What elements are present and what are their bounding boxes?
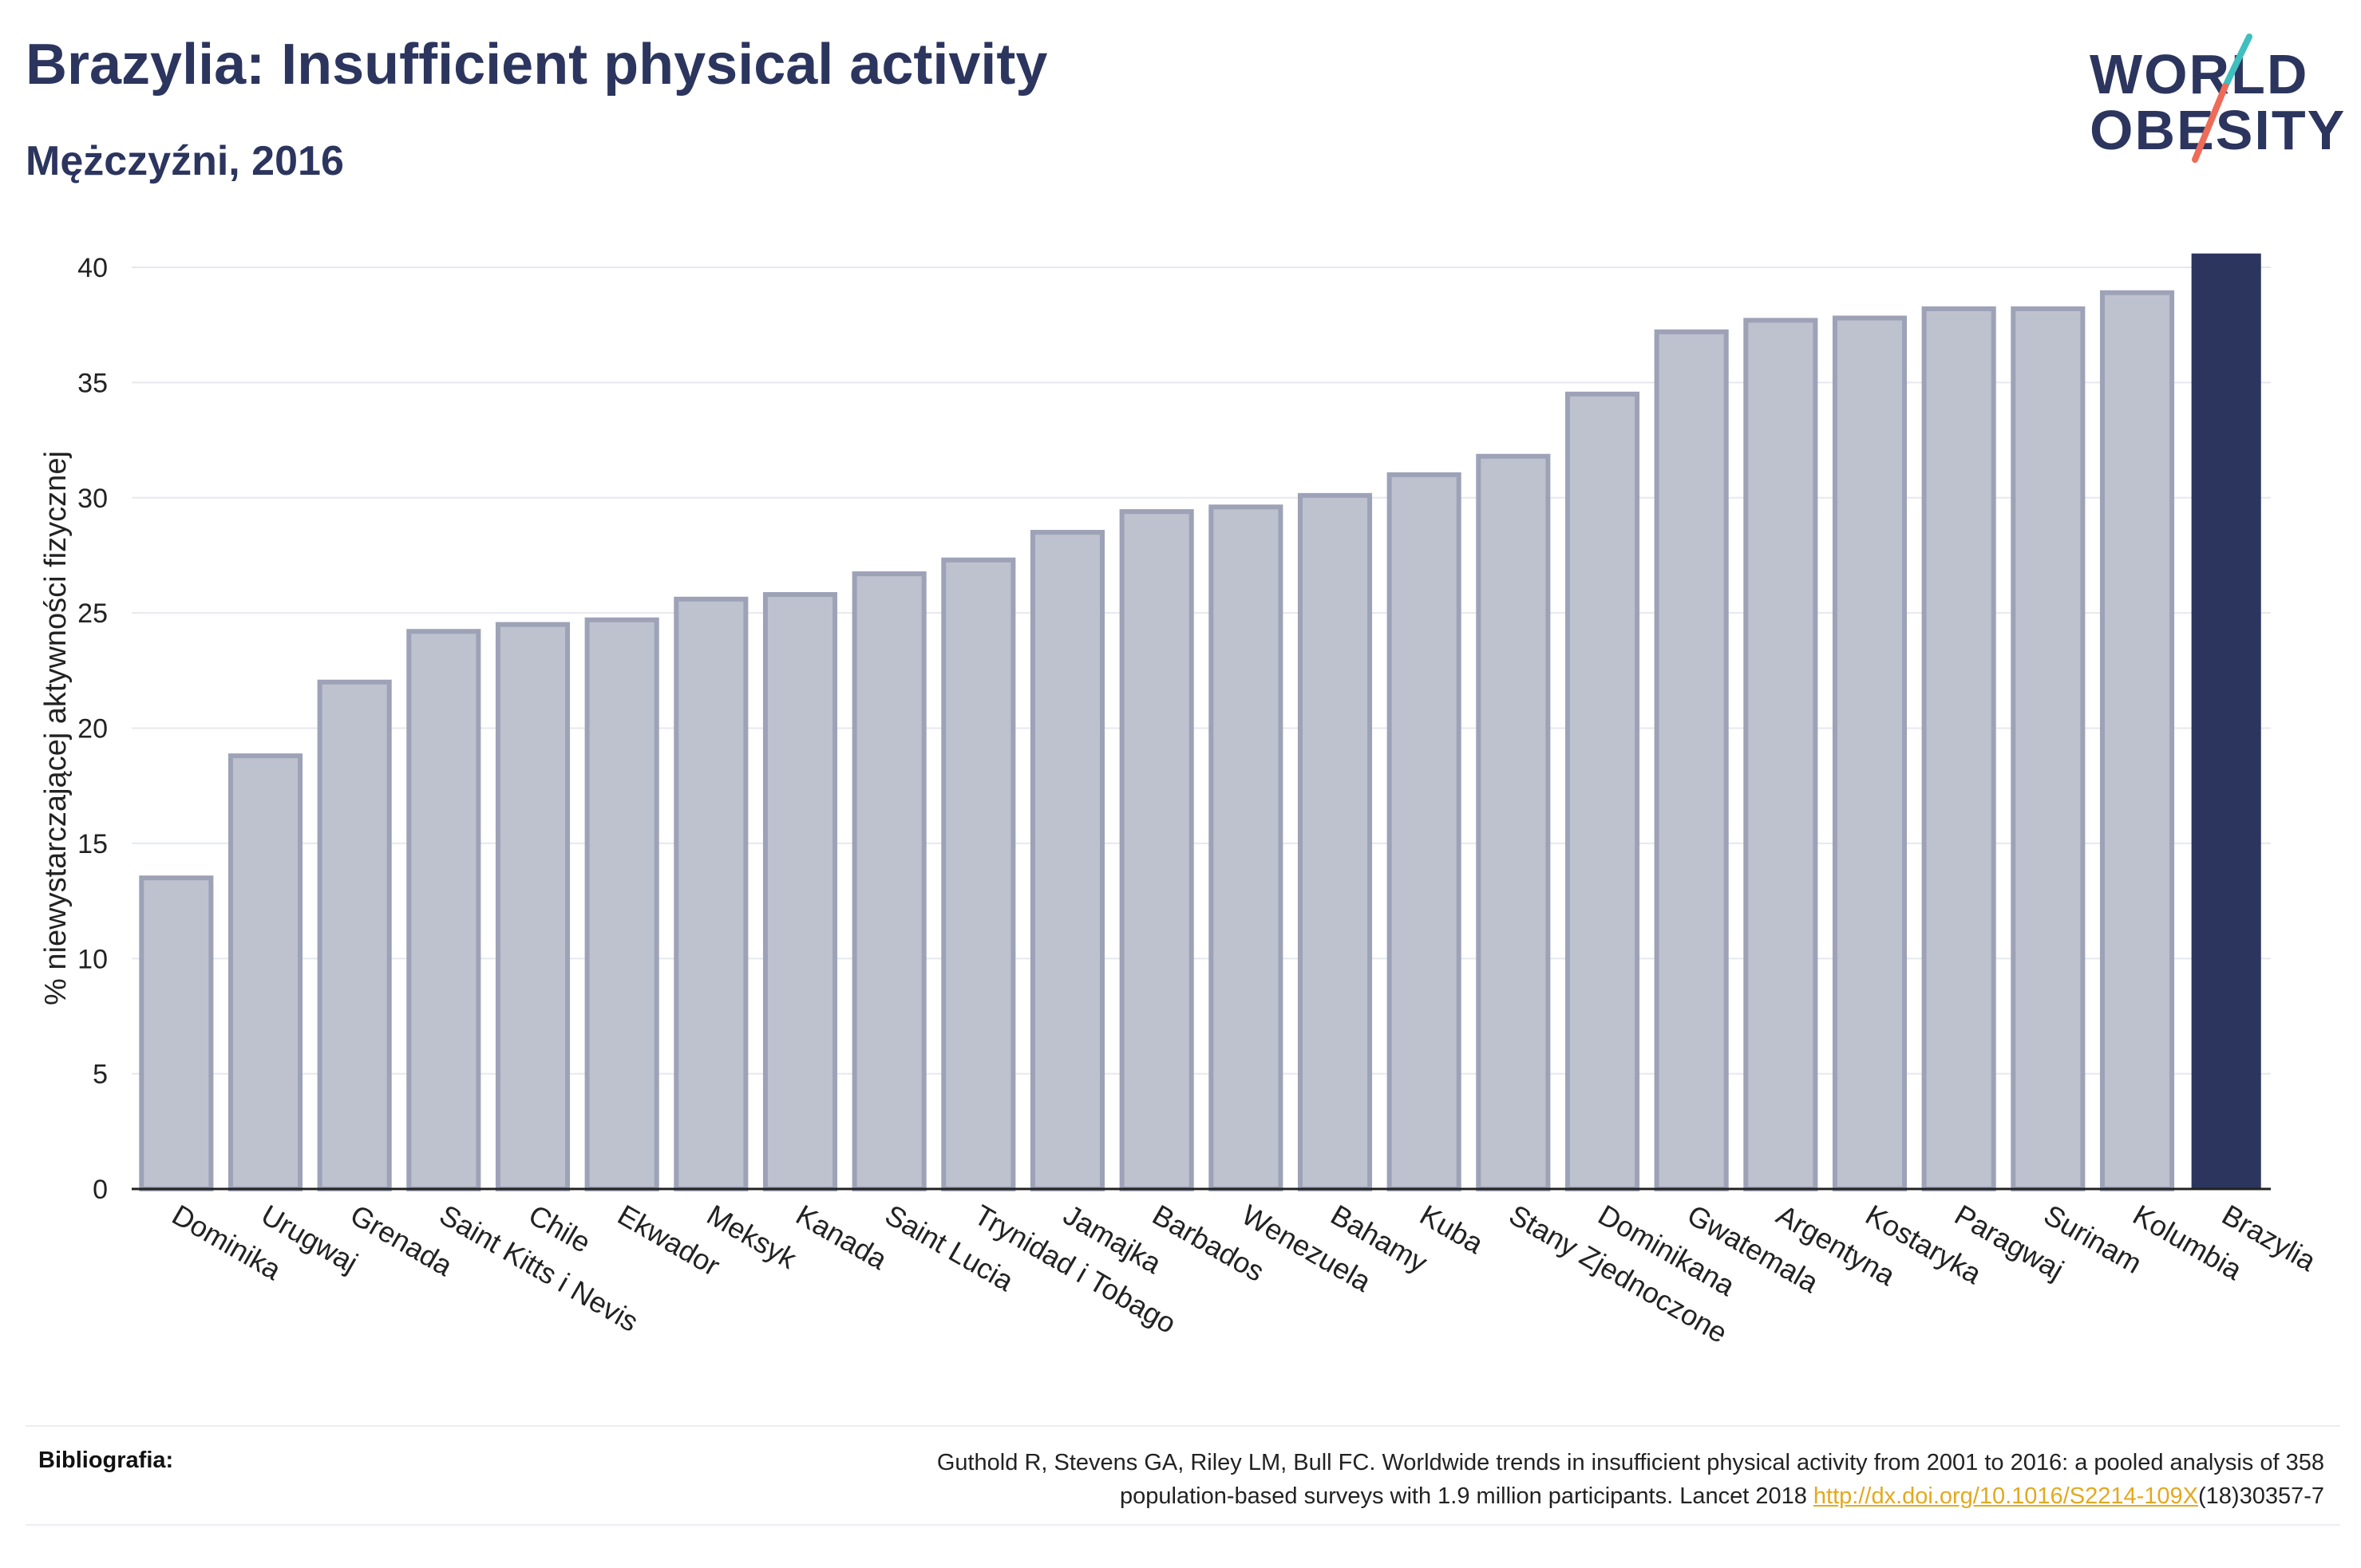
- y-tick-label: 25: [77, 598, 108, 629]
- bar-ekwador: [584, 617, 659, 1192]
- citation-line-2: population-based surveys with 1.9 millio…: [488, 1479, 2324, 1513]
- bar-kuba: [1386, 472, 1461, 1191]
- y-tick-label: 20: [77, 714, 108, 745]
- bar-brazylia: [2191, 253, 2261, 1189]
- y-tick-label: 5: [93, 1060, 108, 1090]
- y-tick-label: 35: [77, 368, 108, 398]
- citation-line-2-text: population-based surveys with 1.9 millio…: [1120, 1483, 1813, 1509]
- footer-divider-top: [26, 1425, 2340, 1427]
- y-tick-label: 10: [77, 944, 108, 974]
- bar-saint-lucia: [852, 571, 927, 1192]
- y-tick-label: 15: [77, 829, 108, 859]
- bar-gwatemala: [1654, 329, 1729, 1192]
- world-obesity-logo: WORLD OBESITY: [2075, 22, 2347, 174]
- bar-surinam: [2011, 306, 2086, 1192]
- bar-kostaryka: [1832, 315, 1908, 1191]
- bar-grenada: [317, 679, 392, 1191]
- bar-meksyk: [674, 596, 749, 1191]
- bar-stany-zjednoczone: [1476, 453, 1551, 1191]
- y-tick-label: 30: [77, 484, 108, 514]
- x-tick-label: Ekwador: [612, 1198, 726, 1282]
- y-tick-label: 0: [93, 1175, 108, 1205]
- bar-barbados: [1119, 509, 1194, 1191]
- bar-urugwaj: [227, 753, 303, 1191]
- x-tick-label: Kanada: [791, 1198, 894, 1276]
- bar-dominikana: [1564, 391, 1640, 1191]
- footer-divider-bottom: [26, 1524, 2340, 1526]
- bar-chile: [495, 622, 571, 1191]
- bar-wenezuela: [1208, 504, 1283, 1191]
- bar-bahamy: [1297, 492, 1373, 1191]
- y-tick-label: 40: [77, 253, 108, 283]
- bar-chart: 0 5 10 15 20 25 30 35 40 % niewystarczającej akty…: [39, 253, 2322, 1349]
- citation-line-1: Guthold R, Stevens GA, Riley LM, Bull FC…: [936, 1450, 2324, 1475]
- bar-dominika: [139, 875, 214, 1191]
- chart-title: Brazylia: Insufficient physical activity: [26, 33, 1048, 97]
- bar-kolumbia: [2099, 290, 2175, 1192]
- logo-line-1: WORLD: [2090, 43, 2309, 105]
- bar-saint-kitts-i-nevis: [406, 629, 481, 1192]
- bar-argentyna: [1743, 318, 1818, 1192]
- chart-subtitle: Mężczyźni, 2016: [26, 138, 344, 184]
- logo-slash-icon: [2192, 34, 2252, 163]
- bar-kanada: [762, 592, 838, 1191]
- citation-doi-link[interactable]: http://dx.doi.org/10.1016/S2214-109X: [1813, 1483, 2198, 1509]
- citation-line-2-suffix: (18)30357-7: [2198, 1483, 2324, 1509]
- bibliography-citation: Guthold R, Stevens GA, Riley LM, Bull FC…: [488, 1446, 2324, 1513]
- bibliography-label: Bibliografia:: [38, 1448, 174, 1473]
- bar-trynidad-i-tobago: [941, 557, 1016, 1191]
- y-axis-label: % niewystarczającej aktywności fizycznej: [39, 451, 73, 1005]
- x-tick-label: Grenada: [345, 1198, 459, 1282]
- bar-jamajka: [1030, 530, 1105, 1191]
- bar-paragwaj: [1921, 306, 1996, 1192]
